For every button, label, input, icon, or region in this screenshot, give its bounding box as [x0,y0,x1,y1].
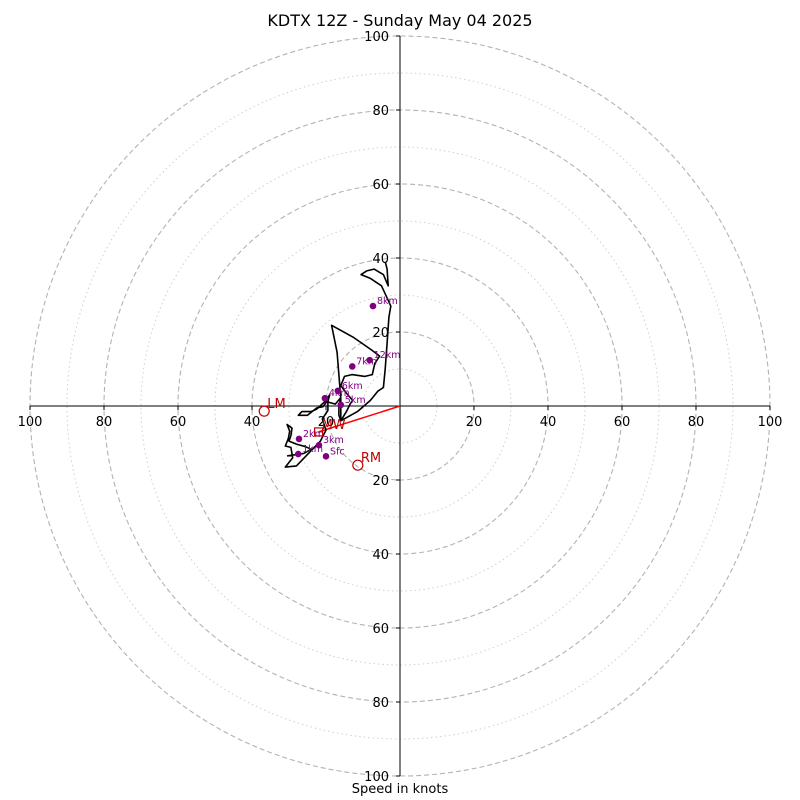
height-marker [321,394,329,402]
height-marker-label: 2km [303,429,324,440]
y-tick-label: 60 [372,178,389,193]
x-tick-label: 100 [18,415,43,430]
storm-motion-marker [314,427,324,437]
x-tick-label: 40 [244,415,261,430]
height-marker [334,387,342,395]
height-marker-label: 6km [342,381,363,392]
x-tick-label: 80 [96,415,113,430]
x-tick-label: 100 [758,415,783,430]
height-marker [315,441,323,449]
storm-motion-marker [258,405,270,417]
height-marker [366,356,373,364]
height-marker [348,363,356,370]
height-marker-label: 12km [374,350,401,361]
storm-motion-label: MW [322,418,346,433]
shear-vector [318,405,401,433]
y-tick-label: 40 [372,548,389,563]
y-tick-label: 20 [372,474,389,489]
x-axis-label: Speed in knots [351,782,449,797]
storm-motion-label: RM [361,451,381,466]
height-marker [295,435,303,443]
height-marker [322,453,330,460]
y-tick-label: 100 [364,30,389,45]
y-tick-label: 80 [372,696,389,711]
height-marker-label: 8km [377,296,398,307]
y-tick-label: 100 [364,770,389,785]
hodograph-line [284,261,392,468]
x-tick-label: 40 [540,415,557,430]
height-marker-label: Sfc [330,446,345,457]
storm-motion-marker [352,459,364,471]
height-marker [294,450,302,458]
chart-title: KDTX 12Z - Sunday May 04 2025 [267,11,533,30]
height-marker-label: 5km [345,395,366,406]
height-marker-label: 7km [356,356,377,367]
storm-motion-label: LM [267,397,285,412]
height-marker-label: 1km [302,444,323,455]
x-tick-label: 80 [688,415,705,430]
y-tick-label: 60 [372,622,389,637]
height-marker-label: 3km [323,435,344,446]
x-tick-label: 20 [466,415,483,430]
x-tick-label: 60 [614,415,631,430]
y-tick-label: 20 [372,326,389,341]
height-marker [337,401,345,409]
y-tick-label: 80 [372,104,389,119]
height-marker [369,302,377,310]
x-tick-label: 60 [170,415,187,430]
